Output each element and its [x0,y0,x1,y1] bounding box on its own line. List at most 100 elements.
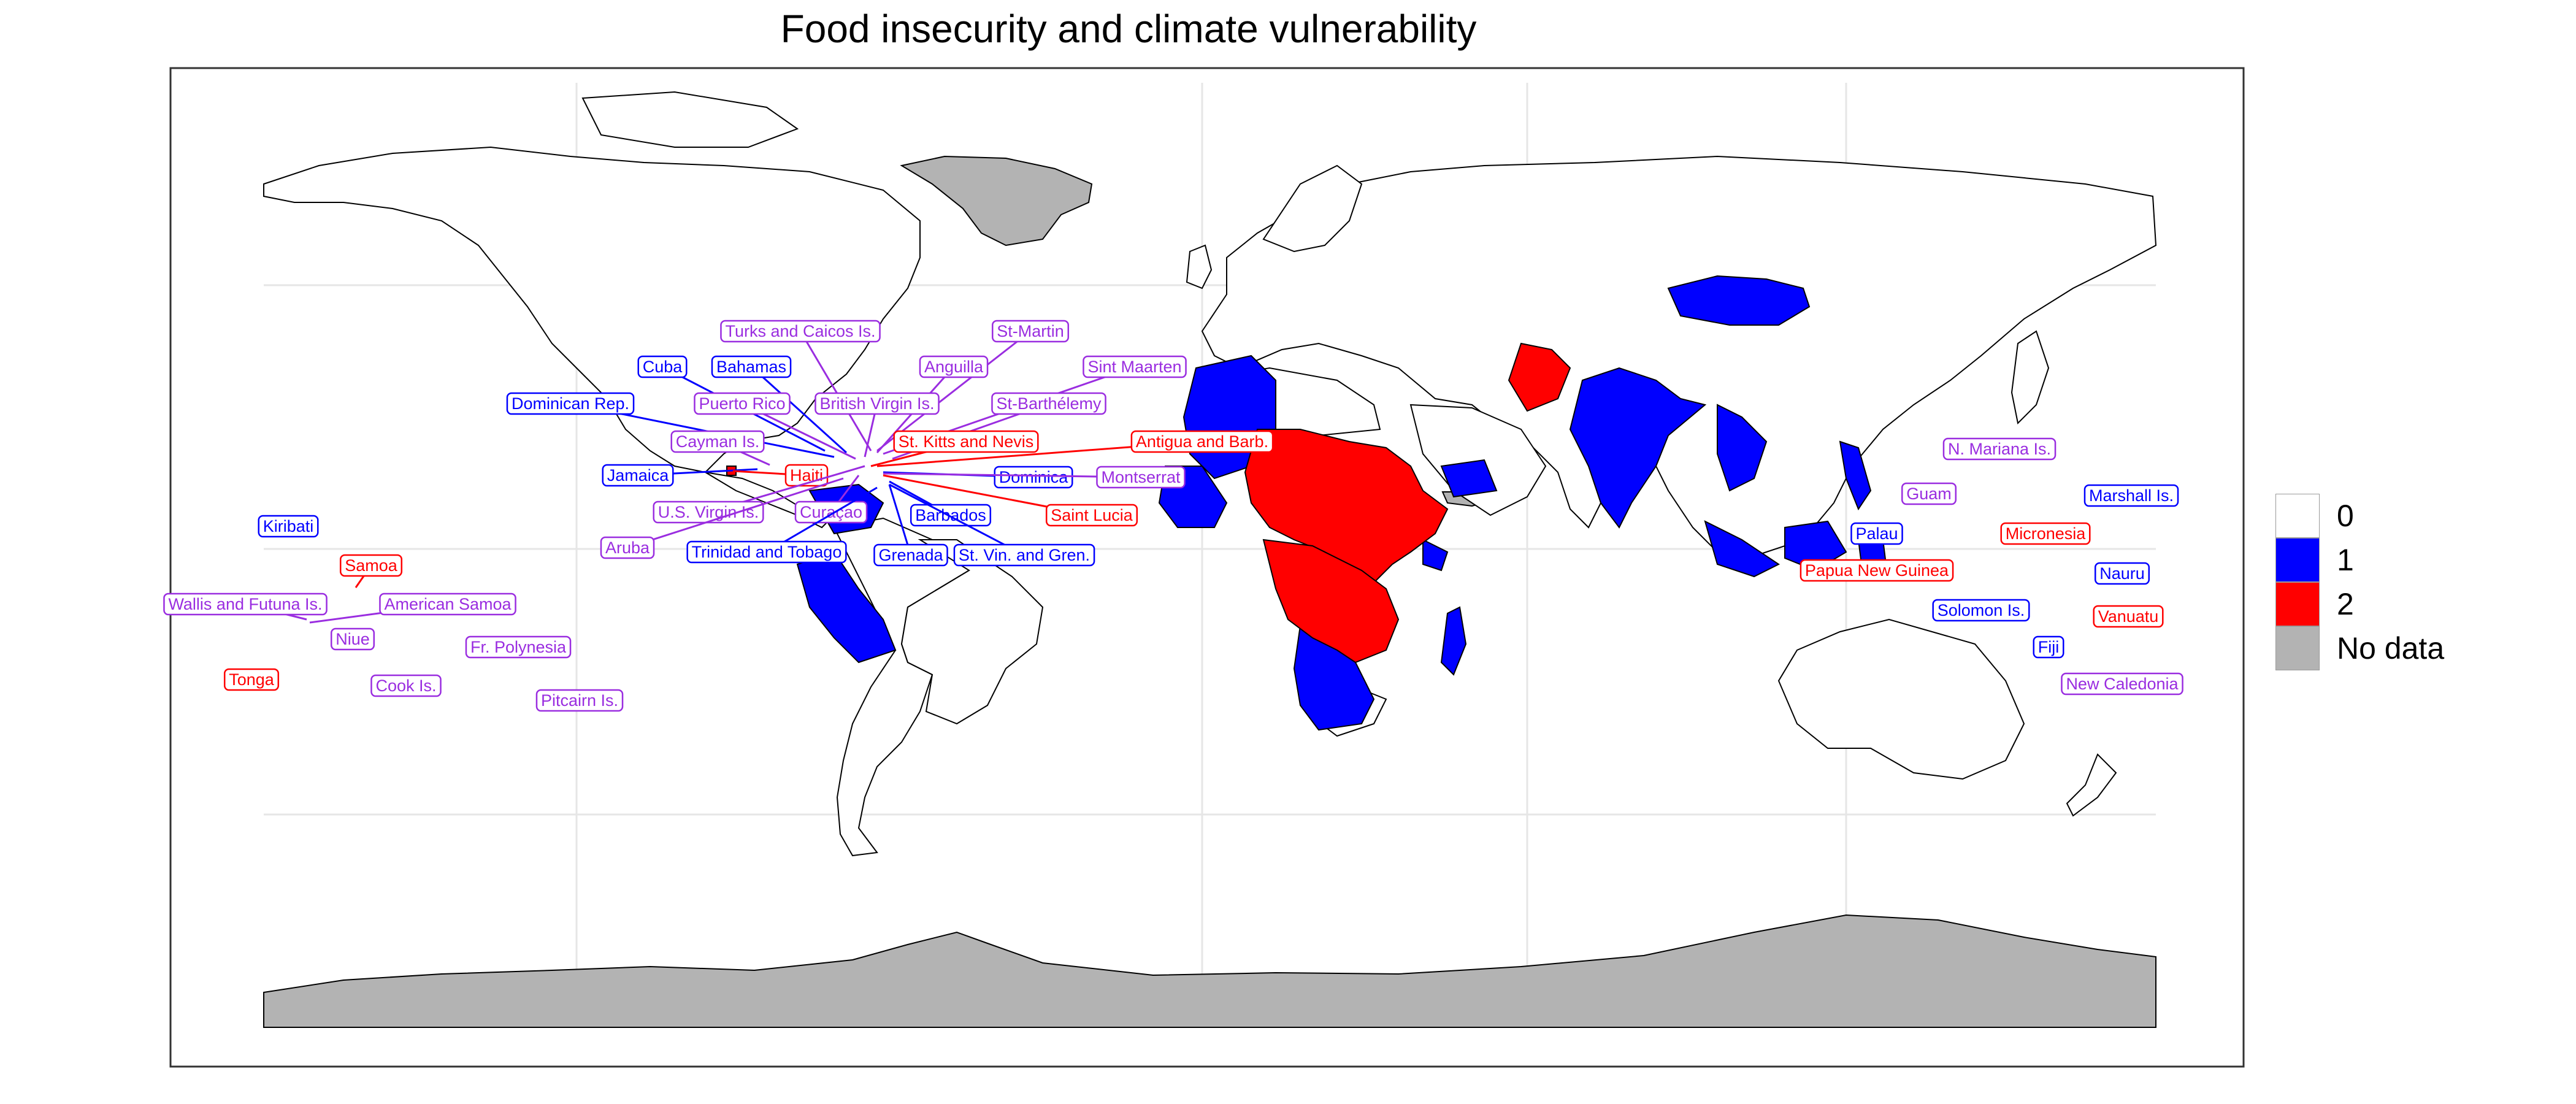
map-label-box [339,554,403,577]
map-label-box [670,430,765,453]
map-label-box [1850,522,1903,545]
map-label-niue: Niue [330,627,375,651]
map-label-samoa: Samoa [339,554,403,577]
map-label-text: Bahamas [716,358,786,376]
map-label-cayman-is: Cayman Is. [670,430,765,453]
map-label-box [506,392,635,415]
map-label-text: Marshall Is. [2089,486,2174,505]
map-label-puerto-rico: Puerto Rico [694,392,791,415]
map-title: Food insecurity and climate vulnerabilit… [780,7,1477,51]
map-label-text: Nauru [2099,564,2145,583]
map-label-box [720,320,881,343]
map-label-micronesia: Micronesia [2000,522,2091,545]
map-label-text: St. Vin. and Gren. [959,546,1090,564]
central-africa [1262,539,1400,664]
map-label-text: U.S. Virgin Is. [658,503,759,521]
map-label-box [465,635,572,659]
map-label-text: Kiribati [263,517,314,535]
map-label-marshall-is: Marshall Is. [2083,484,2179,507]
map-label-grenada: Grenada [873,543,948,567]
map-label-box [994,466,1073,489]
map-label-solomon-is: Solomon Is. [1932,599,2030,622]
map-label-british-virgin-is: British Virgin Is. [815,392,940,415]
map-label-nauru: Nauru [2094,562,2150,585]
map-label-box [873,543,948,567]
map-label-box [910,504,992,527]
map-label-barbados: Barbados [910,504,992,527]
map-label-box [163,592,328,616]
map-label-text: British Virgin Is. [819,394,934,413]
mongolia [1667,275,1811,326]
philippines [1839,440,1872,511]
arabia [1409,404,1547,516]
myanmar-indochina [1717,404,1768,492]
map-label-n-mariana-is: N. Mariana Is. [1942,437,2057,461]
map-label-box [711,355,792,378]
legend-key-no-data [2275,626,2320,670]
map-label-text: Cuba [643,358,683,376]
legend: 0 1 2 No data [2275,494,2444,670]
legend-label-0: 0 [2337,499,2354,533]
map-label-box [1800,559,1954,582]
map-label-cook-is: Cook Is. [370,674,442,697]
map-label-text: St-Barthélemy [996,394,1102,413]
map-label-antigua-and-barb: Antigua and Barb. [1130,430,1274,453]
map-label-box [602,464,674,487]
map-label-text: Haiti [790,466,823,485]
map-label-box [370,674,442,697]
map-label-box [1942,437,2057,461]
scandinavia [1262,164,1363,253]
australia [1777,618,2025,780]
map-label-text: Grenada [878,546,943,564]
map-label-saint-lucia: Saint Lucia [1045,504,1138,527]
map-label-jamaica: Jamaica [602,464,674,487]
map-label-fiji: Fiji [2033,635,2064,659]
map-label-box [815,392,940,415]
map-label-st-martin: St-Martin [991,320,1070,343]
map-label-text: Fr. Polynesia [470,638,567,656]
indonesia [1704,520,1780,578]
map-label-text: Antigua and Barb. [1136,432,1268,451]
map-label-bahamas: Bahamas [711,355,792,378]
canadian-arctic-islands [581,91,799,148]
map-label-text: American Samoa [384,595,512,613]
map-label-text: Vanuatu [2098,607,2159,626]
map-label-box [2083,484,2179,507]
map-label-box [637,355,688,378]
map-label-u-s-virgin-is: U.S. Virgin Is. [653,500,764,524]
map-label-cuba: Cuba [637,355,688,378]
map-label-box [991,320,1070,343]
map-label-box [2094,562,2150,585]
map-label-box [223,668,280,691]
uk [1186,244,1213,289]
map-label-box [1045,504,1138,527]
map-label-text: Wallis and Futuna Is. [168,595,322,613]
map-label-text: Guam [1906,485,1952,503]
legend-item-0: 0 [2275,494,2444,538]
map-label-new-caledonia: New Caledonia [2061,672,2183,696]
map-label-dominica: Dominica [994,466,1073,489]
map-label-kiribati: Kiribati [258,515,319,538]
greenland [900,155,1093,247]
map-label-text: Papua New Guinea [1805,561,1949,580]
map-label-box [258,515,319,538]
map-label-text: Cook Is. [375,677,436,695]
map-label-text: Pitcairn Is. [541,691,618,710]
map-label-text: Samoa [345,556,398,575]
map-label-text: Tonga [229,670,275,689]
map-label-text: New Caledonia [2066,675,2179,693]
map-label-turks-and-caicos-is: Turks and Caicos Is. [720,320,881,343]
map-label-text: Solomon Is. [1938,601,2025,619]
afghanistan [1508,342,1571,412]
leader-line-grenada [888,484,912,556]
legend-item-no-data: No data [2275,626,2444,670]
europe-asia [1201,155,2157,565]
map-label-text: Dominican Rep. [512,394,629,413]
map-label-st-vin-and-gren: St. Vin. and Gren. [953,543,1095,567]
map-label-text: Micronesia [2006,524,2087,543]
map-label-haiti: Haiti [784,464,829,487]
map-label-box [379,592,516,616]
map-label-box [600,536,655,559]
map-label-text: Saint Lucia [1051,506,1133,524]
